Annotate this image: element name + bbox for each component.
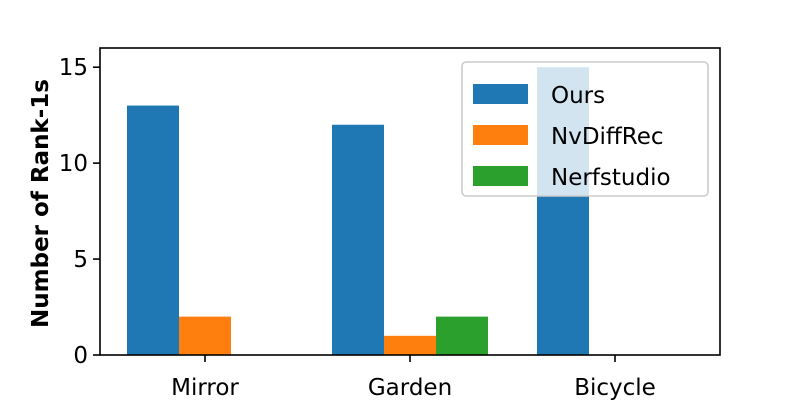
- bar-ours-garden: [332, 124, 384, 355]
- y-tick-label: 15: [59, 55, 88, 81]
- bar-nvdiffrec-garden: [384, 335, 436, 355]
- y-tick-label: 0: [73, 343, 88, 369]
- legend-label-nvdiffrec: NvDiffRec: [551, 124, 664, 150]
- bar-ours-mirror: [127, 105, 179, 355]
- x-tick-label-bicycle: Bicycle: [574, 375, 656, 400]
- bar-nvdiffrec-mirror: [179, 316, 231, 355]
- x-tick-label-mirror: Mirror: [171, 375, 239, 400]
- y-axis-label: Number of Rank-1s: [28, 79, 54, 328]
- bar-nerfstudio-garden: [436, 316, 488, 355]
- legend-swatch-nvdiffrec: [473, 125, 528, 145]
- y-tick-label: 5: [73, 247, 88, 273]
- legend-label-ours: Ours: [551, 83, 605, 109]
- legend-swatch-ours: [473, 84, 528, 104]
- y-tick-label: 10: [59, 151, 88, 177]
- legend-swatch-nerfstudio: [473, 166, 528, 186]
- legend-label-nerfstudio: Nerfstudio: [551, 165, 671, 191]
- x-axis: Mirror Garden Bicycle: [171, 355, 656, 400]
- legend: Ours NvDiffRec Nerfstudio: [461, 61, 709, 197]
- x-tick-label-garden: Garden: [368, 375, 452, 400]
- y-axis: 0 5 10 15: [59, 55, 100, 369]
